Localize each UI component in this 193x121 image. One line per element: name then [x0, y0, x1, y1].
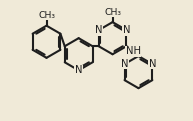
Text: CH₃: CH₃ [104, 8, 121, 17]
Text: N: N [121, 59, 128, 69]
Text: N: N [149, 59, 156, 69]
Text: N: N [123, 25, 130, 35]
Text: N: N [95, 25, 102, 35]
Text: N: N [75, 65, 82, 75]
Text: CH₃: CH₃ [38, 11, 55, 20]
Text: NH: NH [126, 46, 141, 56]
